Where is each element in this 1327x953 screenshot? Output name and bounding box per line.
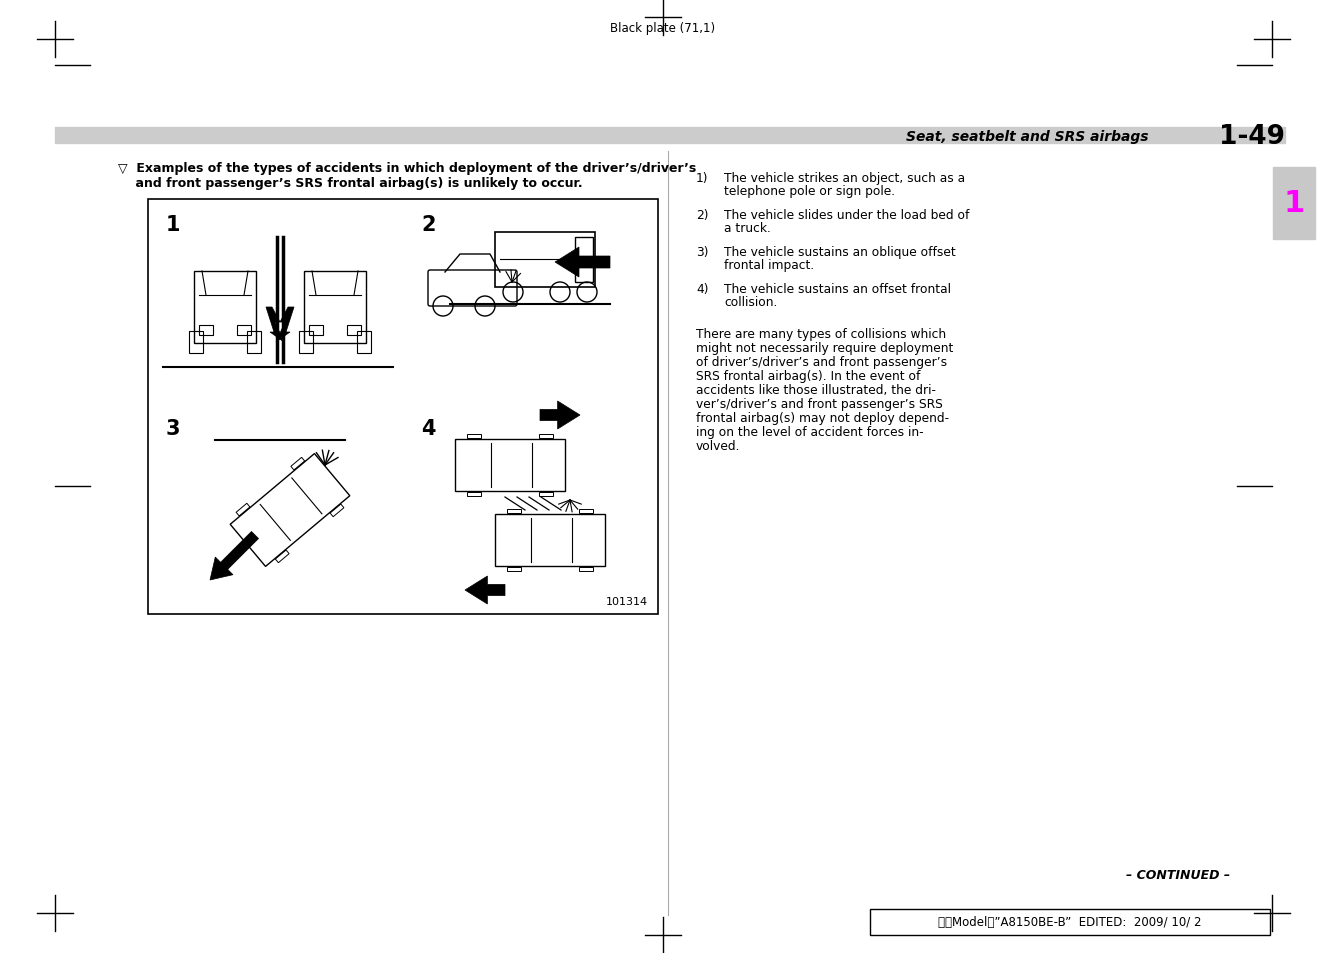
Bar (247, 332, 261, 354)
Bar (199, 326, 214, 335)
Text: The vehicle strikes an object, such as a: The vehicle strikes an object, such as a (725, 172, 965, 185)
Bar (495, 233, 594, 288)
Text: 3): 3) (695, 246, 709, 258)
Text: The vehicle sustains an offset frontal: The vehicle sustains an offset frontal (725, 283, 951, 295)
Text: 2): 2) (695, 209, 709, 222)
Text: 3: 3 (166, 418, 180, 438)
Bar (304, 272, 366, 344)
Text: 2: 2 (421, 214, 435, 234)
Text: frontal impact.: frontal impact. (725, 259, 815, 273)
Bar (346, 326, 361, 335)
Text: ver’s/driver’s and front passenger’s SRS: ver’s/driver’s and front passenger’s SRS (695, 397, 942, 411)
Text: Black plate (71,1): Black plate (71,1) (610, 22, 715, 35)
Text: The vehicle slides under the load bed of: The vehicle slides under the load bed of (725, 209, 970, 222)
Text: ing on the level of accident forces in-: ing on the level of accident forces in- (695, 426, 924, 438)
Text: a truck.: a truck. (725, 222, 771, 235)
Bar (238, 326, 251, 335)
Bar (309, 326, 322, 335)
Text: ▽  Examples of the types of accidents in which deployment of the driver’s/driver: ▽ Examples of the types of accidents in … (118, 162, 697, 174)
Polygon shape (540, 401, 580, 430)
Bar (1273, 168, 1315, 240)
Bar (299, 332, 313, 354)
Text: and front passenger’s SRS frontal airbag(s) is unlikely to occur.: and front passenger’s SRS frontal airbag… (118, 177, 583, 190)
Text: volved.: volved. (695, 439, 740, 453)
Bar (149, 200, 658, 615)
Text: 4: 4 (421, 418, 435, 438)
Text: – CONTINUED –: – CONTINUED – (1125, 868, 1230, 882)
Text: 1): 1) (695, 172, 709, 185)
Text: The vehicle sustains an oblique offset: The vehicle sustains an oblique offset (725, 246, 955, 258)
Polygon shape (464, 577, 506, 604)
Text: 1: 1 (1283, 190, 1304, 218)
Polygon shape (210, 532, 259, 580)
Bar (575, 237, 593, 283)
Bar (357, 332, 372, 354)
Text: 北米Model！”A8150BE-B”  EDITED:  2009/ 10/ 2: 北米Model！”A8150BE-B” EDITED: 2009/ 10/ 2 (938, 916, 1202, 928)
Bar (194, 272, 256, 344)
Bar (188, 332, 203, 354)
Polygon shape (555, 248, 610, 277)
Bar (871, 909, 1270, 935)
Text: 101314: 101314 (606, 597, 648, 606)
Bar (54, 128, 1285, 144)
Polygon shape (276, 308, 295, 343)
Text: 4): 4) (695, 283, 709, 295)
Text: There are many types of collisions which: There are many types of collisions which (695, 328, 946, 340)
Text: 1-49: 1-49 (1220, 124, 1285, 150)
Text: Seat, seatbelt and SRS airbags: Seat, seatbelt and SRS airbags (905, 130, 1148, 144)
Text: 1: 1 (166, 214, 180, 234)
Polygon shape (265, 308, 284, 343)
Text: SRS frontal airbag(s). In the event of: SRS frontal airbag(s). In the event of (695, 370, 921, 382)
Text: accidents like those illustrated, the dri-: accidents like those illustrated, the dr… (695, 384, 936, 396)
Text: might not necessarily require deployment: might not necessarily require deployment (695, 341, 953, 355)
Text: of driver’s/driver’s and front passenger’s: of driver’s/driver’s and front passenger… (695, 355, 947, 369)
Text: telephone pole or sign pole.: telephone pole or sign pole. (725, 185, 896, 198)
Text: collision.: collision. (725, 296, 778, 309)
Text: frontal airbag(s) may not deploy depend-: frontal airbag(s) may not deploy depend- (695, 412, 949, 424)
